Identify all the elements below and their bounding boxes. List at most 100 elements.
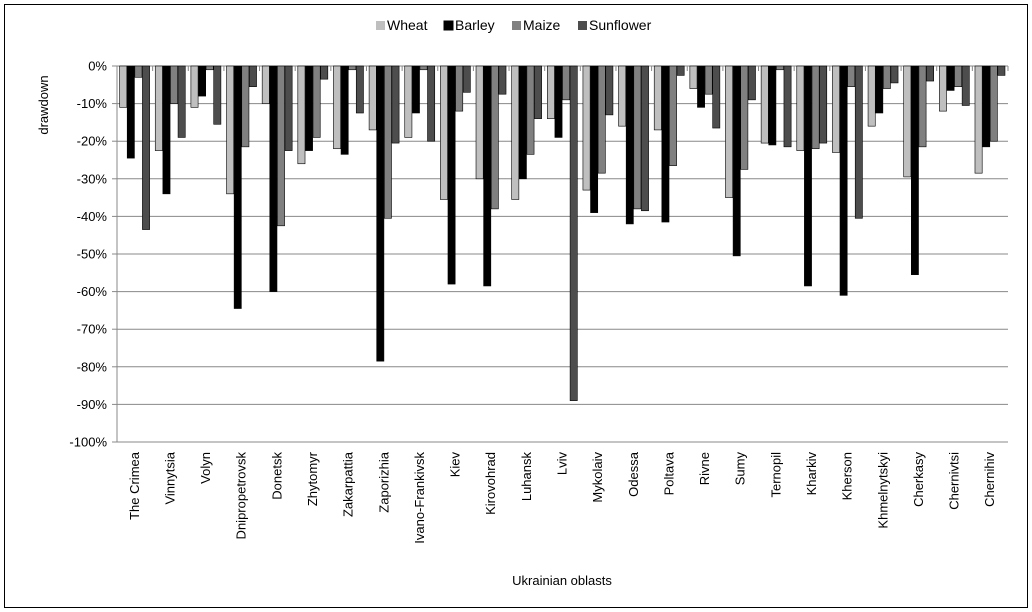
bar-sunflower-luhansk — [534, 65, 542, 119]
bar-barley-sumy — [732, 65, 741, 257]
bar-maize-zhytomyr — [312, 65, 321, 138]
y-tick-label: -70% — [77, 322, 108, 337]
bar-wheat-kherson — [832, 65, 840, 153]
bar-sunflower-the-crimea — [142, 65, 150, 230]
bar-sunflower-chernihiv — [997, 65, 1006, 76]
bar-wheat-luhansk — [511, 65, 520, 200]
legend-label-sunflower: Sunflower — [589, 17, 652, 33]
x-tick-label: Chernivtsi — [947, 452, 962, 510]
legend-label-barley: Barley — [455, 17, 495, 33]
bar-sunflower-cherkasy — [926, 65, 934, 82]
bar-wheat-zakarpattia — [333, 65, 341, 150]
x-tick-label: Cherkasy — [911, 452, 926, 507]
bar-barley-luhansk — [518, 65, 527, 180]
bar-sunflower-poltava — [676, 65, 685, 76]
bar-barley-odessa — [625, 65, 634, 225]
x-tick-label: Zaporizhia — [376, 451, 391, 512]
x-tick-label: Zhytomyr — [305, 451, 320, 506]
bar-maize-mykolaiv — [597, 65, 606, 174]
x-tick-label: Zakarpattia — [341, 451, 356, 517]
labels: 0% -10% -20% -30% -40% -50% -60% -70% -80% -90% -1… — [69, 59, 997, 544]
bar-barley-donetsk — [269, 65, 278, 292]
bar-barley-dnipropetrovsk — [233, 65, 242, 309]
bar-sunflower-kharkiv — [819, 65, 828, 144]
x-tick-label: The Crimea — [127, 451, 142, 520]
bar-wheat-chernivtsi — [939, 65, 947, 112]
x-tick-label: Kharkiv — [804, 452, 819, 496]
bar-wheat-zhytomyr — [297, 65, 306, 165]
y-tick-label: -60% — [77, 284, 108, 299]
bar-maize-zakarpattia — [348, 65, 357, 71]
bar-sunflower-ivano-frankivsk — [427, 65, 436, 142]
y-tick-label: -90% — [77, 397, 108, 412]
bar-barley-kirovohrad — [483, 65, 492, 287]
x-tick-label: Ternopil — [768, 452, 783, 498]
bar-sunflower-lviv — [569, 65, 578, 401]
bar-wheat-donetsk — [261, 65, 270, 104]
x-tick-label: Dnipropetrovsk — [234, 452, 249, 540]
legend-label-maize: Maize — [523, 17, 561, 33]
bar-maize-kirovohrad — [490, 65, 499, 210]
bar-barley-khmelnytskyi — [875, 65, 884, 114]
bar-barley-rivne — [697, 65, 705, 108]
bar-maize-the-crimea — [134, 65, 143, 78]
bar-sunflower-kirovohrad — [498, 65, 507, 95]
bar-maize-zaporizhia — [383, 65, 392, 219]
x-tick-label: Mykolaiv — [590, 452, 605, 503]
bar-wheat-zaporizhia — [368, 65, 377, 131]
bar-wheat-poltava — [653, 65, 662, 131]
bar-sunflower-odessa — [641, 65, 649, 212]
bar-sunflower-mykolaiv — [605, 65, 614, 116]
bar-barley-kherson — [839, 65, 848, 296]
bar-barley-mykolaiv — [590, 65, 599, 213]
bar-wheat-vinnytsia — [154, 65, 163, 151]
bar-maize-khmelnytskyi — [882, 65, 891, 89]
x-tick-label: Volyn — [198, 452, 213, 484]
bar-wheat-kiev — [440, 65, 448, 200]
y-tick-label: -10% — [77, 96, 108, 111]
bar-barley-vinnytsia — [162, 65, 171, 195]
x-tick-label: Luhansk — [519, 452, 534, 502]
x-tick-label: Kherson — [840, 452, 855, 500]
bar-maize-chernihiv — [989, 65, 998, 142]
bar-wheat-khmelnytskyi — [867, 65, 876, 127]
bar-barley-zhytomyr — [305, 65, 313, 151]
bar-wheat-the-crimea — [119, 65, 128, 108]
bar-sunflower-ternopil — [783, 65, 792, 148]
legend: Wheat Barley Maize Sunflower — [376, 17, 652, 33]
y-tick-label: -50% — [77, 247, 108, 262]
bar-barley-cherkasy — [910, 65, 919, 275]
bar-barley-volyn — [198, 65, 206, 97]
bar-maize-luhansk — [526, 65, 535, 155]
bar-barley-ivano-frankivsk — [412, 65, 420, 114]
bar-sunflower-zaporizhia — [391, 65, 400, 144]
y-tick-label: 0% — [88, 59, 107, 74]
y-tick-label: -20% — [77, 134, 108, 149]
x-tick-label: Sumy — [733, 452, 748, 486]
x-tick-label: Kirovohrad — [483, 452, 498, 515]
bar-barley-lviv — [554, 65, 563, 138]
bar-wheat-volyn — [190, 65, 199, 108]
bar-maize-kherson — [847, 65, 856, 87]
bar-barley-chernivtsi — [946, 65, 955, 91]
bar-maize-odessa — [633, 65, 642, 210]
bar-wheat-chernihiv — [974, 65, 983, 174]
bar-wheat-kirovohrad — [475, 65, 484, 180]
bar-wheat-ternopil — [760, 65, 769, 144]
bar-maize-kharkiv — [811, 65, 820, 150]
bar-maize-donetsk — [277, 65, 285, 227]
x-tick-label: Khmelnytskyi — [875, 452, 890, 529]
legend-swatch-maize — [512, 21, 521, 30]
axes — [112, 65, 1009, 443]
bar-wheat-rivne — [689, 65, 698, 89]
y-tick-label: -80% — [77, 359, 108, 374]
bar-sunflower-sumy — [747, 65, 756, 101]
x-tick-label: Donetsk — [269, 452, 284, 500]
bar-sunflower-zakarpattia — [355, 65, 364, 114]
bar-wheat-ivano-frankivsk — [404, 65, 413, 138]
bar-sunflower-chernivtsi — [961, 65, 970, 106]
x-tick-label: Poltava — [661, 451, 676, 495]
bar-maize-chernivtsi — [954, 65, 963, 87]
x-tick-label: Rivne — [697, 452, 712, 485]
